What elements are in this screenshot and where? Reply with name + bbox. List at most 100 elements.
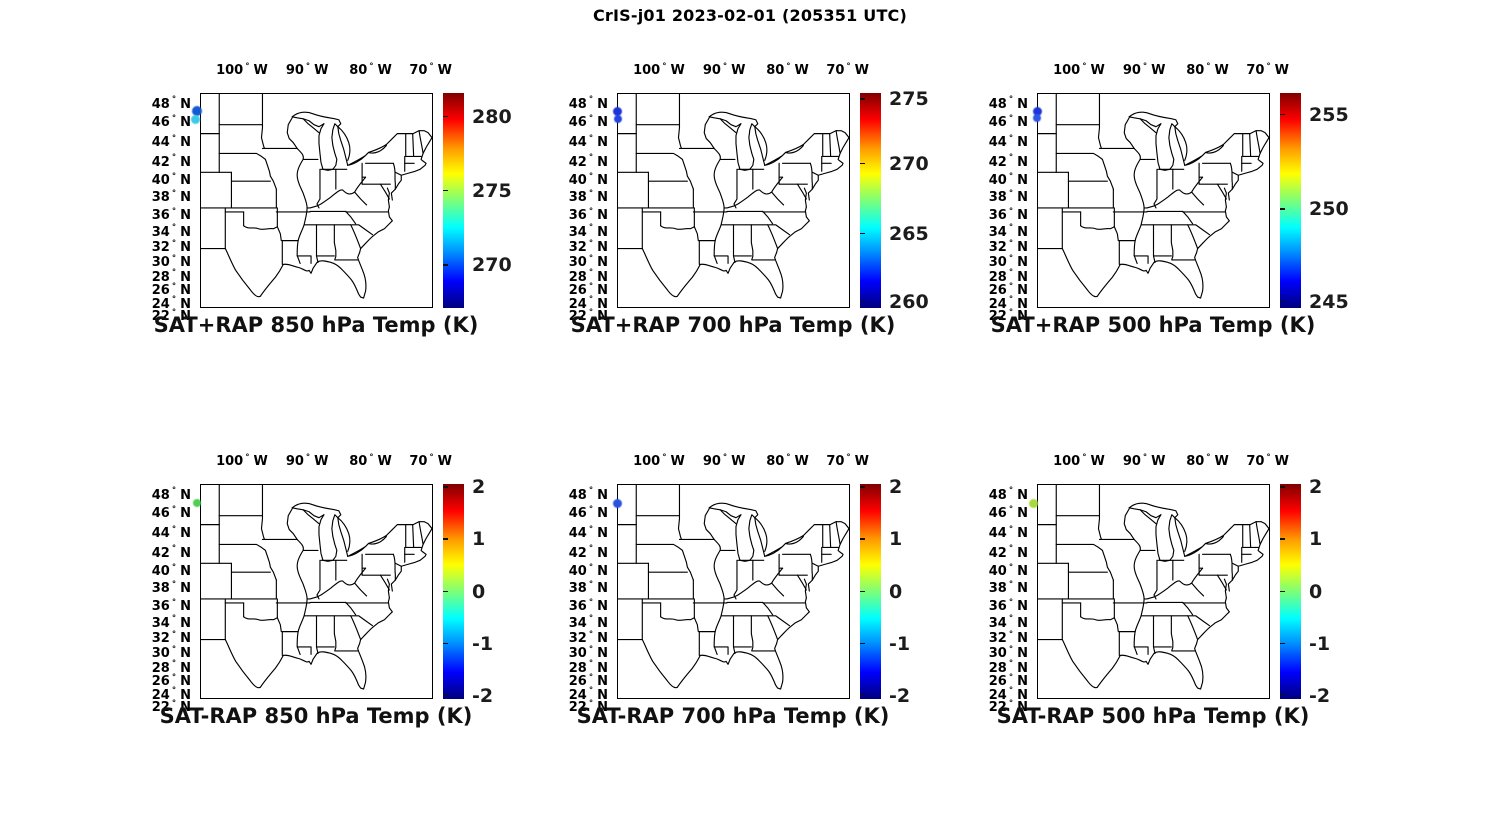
colorbar	[443, 484, 464, 699]
colorbar-tick-mark	[860, 486, 865, 488]
lat-tick-label: 44 ° N	[151, 524, 191, 542]
degree-symbol: °	[369, 61, 374, 72]
colorbar-tick-label: 1	[889, 528, 903, 551]
map-plot-area	[200, 484, 433, 699]
degree-symbol: °	[1008, 524, 1014, 535]
lat-tick-label: 32 ° N	[988, 238, 1028, 256]
degree-symbol: °	[1008, 307, 1014, 318]
lat-tick-label: 40 ° N	[988, 562, 1028, 579]
colorbar-tick-mark	[1280, 486, 1285, 488]
degree-symbol: °	[588, 189, 594, 200]
lat-tick-label: 34 ° N	[568, 614, 608, 631]
colorbar-tick-label: 0	[472, 580, 486, 603]
colorbar-tick-label: 2	[472, 476, 486, 499]
map-panel: 100 ° W 90 ° W 80 ° W 70 ° W 48 ° N 46 ° N 44 ° N 42 ° N 40 ° N 38…	[125, 51, 545, 343]
us-state-outline-map	[201, 485, 432, 690]
colorbar	[443, 93, 464, 308]
colorbar-tick-label: 275	[472, 179, 512, 202]
lat-tick-label: 44 ° N	[568, 133, 608, 151]
lat-tick-label: 42 ° N	[151, 153, 191, 170]
colorbar-tick-mark	[860, 694, 865, 697]
degree-symbol: °	[1008, 206, 1014, 217]
degree-symbol: °	[588, 253, 594, 264]
lat-tick-label: 36 ° N	[988, 206, 1028, 223]
degree-symbol: °	[846, 452, 851, 463]
lat-tick-label: 46 ° N	[568, 504, 608, 521]
degree-symbol: °	[1008, 281, 1014, 292]
colorbar-tick-mark	[1280, 113, 1285, 115]
lat-tick-label: 30 ° N	[988, 253, 1028, 271]
colorbar-tick-label: 270	[889, 152, 929, 175]
degree-symbol: °	[171, 614, 177, 625]
lat-tick-label: 22 ° N	[568, 307, 608, 325]
lat-tick-label: 38 ° N	[568, 189, 608, 206]
lat-tick-label: 26 ° N	[568, 281, 608, 299]
satellite-observation-dot	[613, 498, 623, 508]
degree-symbol: °	[429, 452, 434, 463]
satellite-observation-dot	[191, 115, 201, 125]
degree-symbol: °	[846, 61, 851, 72]
lat-tick-label: 36 ° N	[568, 597, 608, 614]
degree-symbol: °	[171, 672, 177, 683]
panel-title: SAT+RAP 500 hPa Temp (K)	[990, 313, 1316, 337]
lat-tick-label: 28 ° N	[151, 268, 191, 285]
degree-symbol: °	[588, 238, 594, 249]
lat-tick-label: 22 ° N	[988, 698, 1028, 716]
lat-tick-label: 44 ° N	[568, 524, 608, 542]
map-panel: 100 ° W 90 ° W 80 ° W 70 ° W 48 ° N 46 ° N 44 ° N 42 ° N 40 ° N 38…	[542, 442, 962, 734]
figure-title: CrIS-j01 2023-02-01 (205351 UTC)	[592, 6, 908, 25]
lon-tick-label: 90 ° W	[1122, 452, 1166, 469]
degree-symbol: °	[171, 597, 177, 608]
degree-symbol: °	[722, 452, 728, 463]
degree-symbol: °	[588, 486, 594, 497]
degree-symbol: °	[171, 206, 177, 217]
lon-tick-label: 70 ° W	[409, 452, 452, 469]
degree-symbol: °	[1008, 629, 1014, 640]
colorbar	[1280, 93, 1301, 308]
colorbar-tick-label: -1	[472, 632, 494, 655]
degree-symbol: °	[245, 61, 250, 72]
lat-tick-label: 40 ° N	[151, 171, 191, 188]
degree-symbol: °	[1266, 61, 1271, 72]
lat-tick-label: 48 ° N	[151, 486, 191, 503]
satellite-observation-dot	[613, 114, 622, 123]
degree-symbol: °	[1008, 113, 1014, 124]
degree-symbol: °	[1008, 238, 1014, 249]
colorbar-tick-mark	[443, 538, 448, 540]
lon-tick-label: 100 ° W	[633, 61, 685, 78]
map-plot-area	[1037, 93, 1270, 308]
lat-tick-label: 46 ° N	[988, 113, 1028, 130]
lat-tick-label: 32 ° N	[151, 238, 191, 256]
map-panel: 100 ° W 90 ° W 80 ° W 70 ° W 48 ° N 46 ° N 44 ° N 42 ° N 40 ° N 38…	[542, 51, 962, 343]
degree-symbol: °	[588, 113, 594, 124]
panel-title: SAT+RAP 700 hPa Temp (K)	[570, 313, 896, 337]
map-plot-area	[617, 93, 850, 308]
us-state-outline-map	[201, 94, 432, 299]
lat-tick-label: 48 ° N	[568, 95, 608, 112]
lat-tick-label: 32 ° N	[988, 629, 1028, 647]
lat-tick-label: 34 ° N	[988, 223, 1028, 240]
lon-tick-label: 90 ° W	[1122, 61, 1166, 78]
lat-tick-label: 26 ° N	[568, 672, 608, 690]
lat-tick-label: 30 ° N	[568, 644, 608, 662]
satellite-observation-dot	[1029, 498, 1038, 508]
degree-symbol: °	[1008, 504, 1014, 515]
colorbar-tick-mark	[1280, 694, 1285, 697]
degree-symbol: °	[1008, 268, 1014, 279]
lat-tick-label: 48 ° N	[988, 95, 1028, 112]
colorbar	[1280, 484, 1301, 699]
colorbar-tick-label: 1	[472, 528, 486, 551]
colorbar-tick-mark	[860, 232, 865, 235]
lat-tick-label: 36 ° N	[568, 206, 608, 223]
lon-tick-label: 100 ° W	[1053, 452, 1105, 469]
lon-tick-label: 70 ° W	[1246, 452, 1289, 469]
panel-title: SAT+RAP 850 hPa Temp (K)	[153, 313, 479, 337]
lon-tick-label: 80 ° W	[1186, 61, 1229, 78]
lat-tick-label: 46 ° N	[988, 504, 1028, 521]
colorbar-tick-label: 0	[1309, 580, 1323, 603]
degree-symbol: °	[1008, 95, 1014, 106]
lat-tick-label: 24 ° N	[568, 295, 608, 312]
degree-symbol: °	[588, 223, 594, 234]
lat-tick-label: 34 ° N	[568, 223, 608, 240]
lat-tick-label: 46 ° N	[151, 113, 191, 130]
